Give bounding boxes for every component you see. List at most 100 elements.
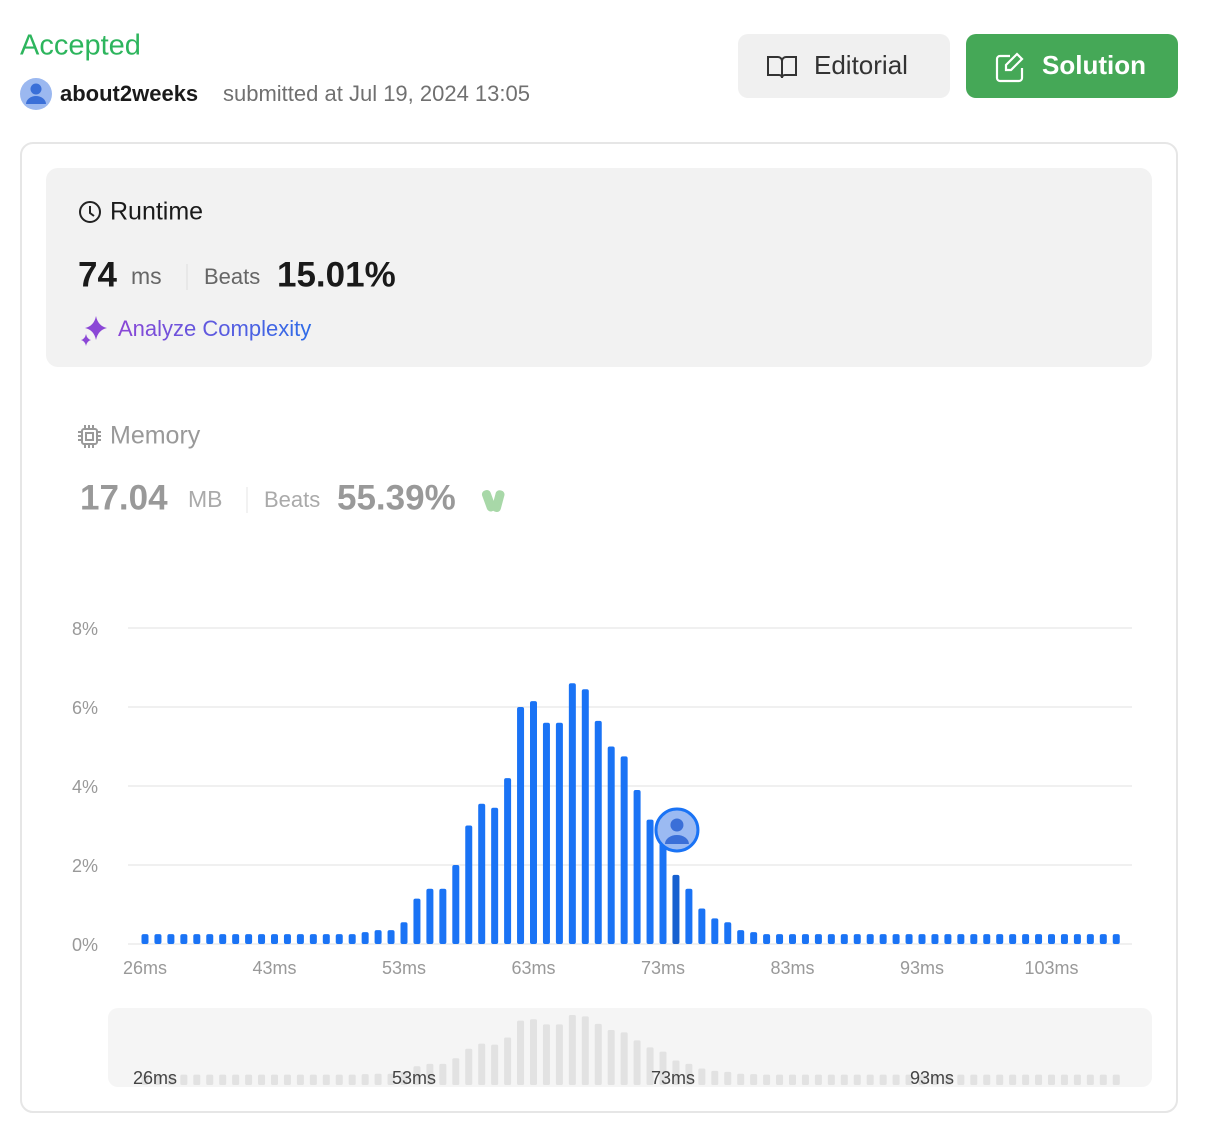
mini-bar [491,1044,499,1085]
chip-icon [78,425,101,448]
mini-bar [1009,1074,1017,1085]
mini-bar [905,1074,913,1085]
mini-bar [283,1074,291,1085]
mini-bar [465,1048,473,1085]
y-tick-label: 6% [72,698,98,718]
bar [659,837,667,944]
range-label: 93ms [910,1068,954,1088]
editorial-button[interactable] [738,34,950,98]
bar [776,934,784,944]
user-marker-head [670,818,684,832]
bar [905,934,913,944]
bar [1022,934,1030,944]
bar [789,934,796,944]
mini-bar [801,1074,809,1085]
mini-bar [413,1066,421,1085]
mini-bar [542,1024,550,1085]
x-tick-label: 103ms [1024,958,1078,978]
clock-icon [79,201,101,223]
runtime-beats-label: Beats [204,264,260,289]
mini-bar [918,1074,926,1085]
bar [283,934,291,944]
mini-bar [620,1032,628,1085]
y-tick-label: 0% [72,935,98,955]
mini-bar [789,1074,796,1085]
range-label: 53ms [392,1068,436,1088]
mini-bar [504,1037,512,1085]
mini-bar [827,1074,835,1085]
analyze-link[interactable]: Analyze Complexity [118,316,311,341]
mini-bar [853,1074,861,1085]
mini-bar [879,1074,887,1085]
mini-bar [983,1074,991,1085]
bar [633,789,641,944]
bar [530,701,537,944]
mini-bar [1022,1074,1030,1085]
mini-bar [335,1074,343,1085]
avatar [20,78,52,110]
mini-bar [296,1074,304,1085]
username: about2weeks [60,81,198,106]
status: Accepted [20,30,141,62]
solution-label: Solution [1042,50,1146,80]
mini-bar [452,1058,460,1085]
editorial-label: Editorial [814,50,908,80]
mini-bar [672,1060,680,1085]
mini-bar [517,1020,525,1085]
bar [322,934,330,944]
mini-bar [374,1073,382,1085]
bar [827,934,835,944]
mini-bar [141,1074,149,1085]
bar [504,778,512,944]
bar [400,922,408,944]
bar [957,934,965,944]
x-tick-label: 93ms [900,958,944,978]
bar [1086,934,1094,944]
mini-bar [1099,1074,1107,1085]
bar [1112,934,1120,944]
bar [542,722,550,944]
bar [646,819,654,944]
bar [918,934,926,944]
range-label: 26ms [133,1068,177,1088]
bar [620,756,628,944]
bar [271,934,278,944]
bar [1035,934,1043,944]
book-icon [767,56,797,79]
bar [180,934,188,944]
mini-bar [206,1074,214,1085]
mini-bar [232,1074,240,1085]
bar [154,934,162,944]
bar [970,934,978,944]
mini-bar [400,1071,408,1085]
mini-bar [322,1074,330,1085]
mini-bar [245,1074,253,1085]
sparkle-icon [81,316,107,346]
bar [581,689,589,944]
range-label: 73ms [651,1068,695,1088]
x-tick-label: 73ms [641,958,685,978]
bar [1060,934,1068,944]
mini-bar [193,1074,201,1085]
bar [996,934,1004,944]
mini-bar [944,1074,952,1085]
mini-bar [957,1074,965,1085]
clap-icon [481,490,505,512]
bar [258,934,266,944]
x-tick-label: 63ms [511,958,555,978]
mini-bar [1060,1074,1068,1085]
memory-unit: MB [188,486,223,512]
edit-icon [995,52,1024,83]
runtime-panel[interactable] [46,168,1152,367]
mini-bar [1035,1074,1043,1085]
bar [245,934,253,944]
bar [931,934,939,944]
mini-bar [478,1043,486,1085]
bar [413,898,421,944]
mini-bar [607,1030,615,1085]
mini-bar [219,1074,227,1085]
mini-bar [530,1019,537,1085]
range-panel[interactable] [108,1008,1152,1087]
bar [568,683,576,944]
mini-bar [555,1024,563,1085]
